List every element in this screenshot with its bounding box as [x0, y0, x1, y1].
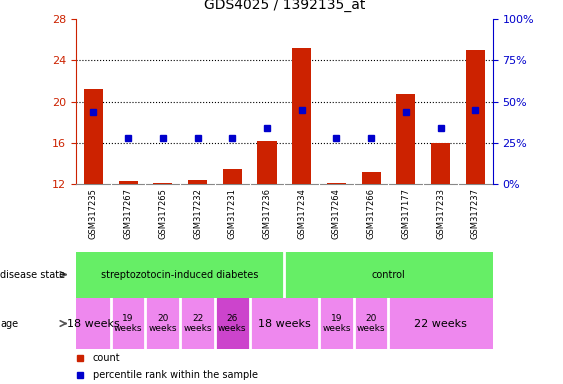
Bar	[84, 89, 103, 184]
Text: streptozotocin-induced diabetes: streptozotocin-induced diabetes	[101, 270, 259, 280]
Text: GSM317235: GSM317235	[89, 188, 98, 238]
Bar	[354, 298, 388, 349]
Bar	[292, 48, 311, 184]
Text: 18 weeks: 18 weeks	[67, 318, 120, 329]
Bar	[215, 298, 249, 349]
Text: GSM317231: GSM317231	[228, 188, 236, 238]
Text: 20
weeks: 20 weeks	[357, 314, 385, 333]
Bar	[466, 50, 485, 184]
Text: GDS4025 / 1392135_at: GDS4025 / 1392135_at	[204, 0, 365, 12]
Text: control: control	[372, 270, 405, 280]
Text: 22
weeks: 22 weeks	[184, 314, 212, 333]
Text: percentile rank within the sample: percentile rank within the sample	[93, 370, 258, 381]
Text: GSM317232: GSM317232	[193, 188, 202, 238]
Text: GSM317236: GSM317236	[262, 188, 271, 239]
Bar	[388, 298, 493, 349]
Text: 18 weeks: 18 weeks	[258, 318, 311, 329]
Text: GSM317177: GSM317177	[401, 188, 410, 239]
Bar	[76, 298, 111, 349]
Bar	[361, 172, 381, 184]
Text: GSM317267: GSM317267	[124, 188, 132, 239]
Text: GSM317265: GSM317265	[158, 188, 167, 238]
Bar	[431, 143, 450, 184]
Text: disease state: disease state	[0, 270, 65, 280]
Text: GSM317233: GSM317233	[436, 188, 445, 239]
Text: 26
weeks: 26 weeks	[218, 314, 247, 333]
Text: count: count	[93, 353, 120, 363]
Bar	[188, 180, 207, 184]
Text: age: age	[0, 318, 18, 329]
Text: 19
weeks: 19 weeks	[114, 314, 142, 333]
Bar	[145, 298, 180, 349]
Text: GSM317264: GSM317264	[332, 188, 341, 238]
Bar	[153, 183, 172, 184]
Bar	[257, 141, 276, 184]
Bar	[327, 183, 346, 184]
Bar	[319, 298, 354, 349]
Text: 19
weeks: 19 weeks	[322, 314, 351, 333]
Bar	[76, 252, 284, 298]
Text: 20
weeks: 20 weeks	[149, 314, 177, 333]
Bar	[284, 252, 493, 298]
Bar	[119, 181, 137, 184]
Bar	[223, 169, 242, 184]
Bar	[249, 298, 319, 349]
Text: GSM317266: GSM317266	[367, 188, 376, 239]
Text: GSM317234: GSM317234	[297, 188, 306, 238]
Bar	[111, 298, 145, 349]
Bar	[396, 94, 415, 184]
Text: 22 weeks: 22 weeks	[414, 318, 467, 329]
Bar	[180, 298, 215, 349]
Text: GSM317237: GSM317237	[471, 188, 480, 239]
